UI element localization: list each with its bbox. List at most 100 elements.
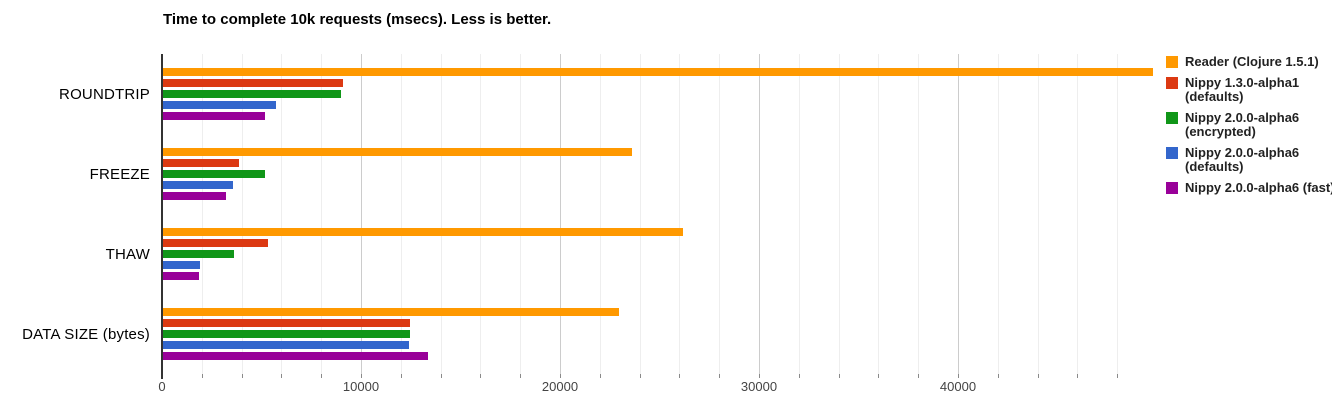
bar[interactable]	[163, 90, 342, 98]
x-axis-tick	[400, 374, 402, 378]
legend-item: Nippy 2.0.0-alpha6 (defaults)	[1166, 146, 1332, 174]
x-axis-tick	[1077, 374, 1079, 378]
x-axis-tick	[560, 374, 561, 378]
category-label: THAW	[105, 245, 150, 263]
bar[interactable]	[163, 148, 632, 156]
minor-gridline	[838, 54, 840, 374]
x-axis-tick	[759, 374, 760, 378]
minor-gridline	[281, 54, 283, 374]
bar[interactable]	[163, 112, 266, 120]
minor-gridline	[520, 54, 522, 374]
legend-item: Nippy 1.3.0-alpha1 (defaults)	[1166, 76, 1332, 104]
bar-group-freeze	[163, 134, 1158, 214]
legend: Reader (Clojure 1.5.1) Nippy 1.3.0-alpha1…	[1166, 55, 1332, 202]
minor-gridline	[440, 54, 442, 374]
bar[interactable]	[163, 330, 410, 338]
legend-swatch	[1166, 112, 1178, 124]
minor-gridline	[639, 54, 641, 374]
bar[interactable]	[163, 228, 684, 236]
legend-label: Nippy 1.3.0-alpha1 (defaults)	[1185, 75, 1300, 104]
bar[interactable]	[163, 341, 409, 349]
x-axis-tick-label: 40000	[939, 379, 977, 394]
major-gridline	[361, 54, 362, 374]
x-axis-tick-label: 30000	[740, 379, 778, 394]
minor-gridline	[997, 54, 999, 374]
minor-gridline	[201, 54, 203, 374]
bar[interactable]	[163, 261, 201, 269]
x-axis-tick	[918, 374, 920, 378]
minor-gridline	[400, 54, 402, 374]
bar[interactable]	[163, 192, 227, 200]
x-axis-tick	[838, 374, 840, 378]
category-label: ROUNDTRIP	[59, 85, 150, 103]
minor-gridline	[878, 54, 880, 374]
minor-gridline	[918, 54, 920, 374]
minor-gridline	[1037, 54, 1039, 374]
x-axis-tick	[679, 374, 681, 378]
category-label: FREEZE	[89, 165, 150, 183]
x-axis-tick	[281, 374, 283, 378]
x-axis-tick	[1117, 374, 1119, 378]
x-axis-tick-label: 20000	[541, 379, 579, 394]
x-axis-tick	[361, 374, 362, 378]
chart-title: Time to complete 10k requests (msecs). L…	[163, 11, 552, 28]
category-label: DATA SIZE (bytes)	[22, 325, 150, 343]
bar[interactable]	[163, 239, 269, 247]
bar-group-data-size-bytes	[163, 294, 1158, 374]
legend-item: Reader (Clojure 1.5.1)	[1166, 55, 1332, 69]
legend-item: Nippy 2.0.0-alpha6 (fast)	[1166, 181, 1332, 195]
x-axis-tick	[719, 374, 721, 378]
x-axis-tick	[878, 374, 880, 378]
bar[interactable]	[163, 159, 239, 167]
minor-gridline	[1077, 54, 1079, 374]
x-axis: 0 10000 20000 30000 40000	[158, 379, 1157, 397]
legend-swatch	[1166, 77, 1178, 89]
minor-gridline	[480, 54, 482, 374]
plot-area	[161, 54, 1158, 379]
bar[interactable]	[163, 250, 235, 258]
x-axis-tick	[321, 374, 323, 378]
bar-group-thaw	[163, 214, 1158, 294]
y-axis-line	[161, 54, 163, 379]
x-axis-tick-label: 10000	[342, 379, 380, 394]
minor-gridline	[719, 54, 721, 374]
legend-item: Nippy 2.0.0-alpha6 (encrypted)	[1166, 111, 1332, 139]
major-gridline	[759, 54, 760, 374]
bar[interactable]	[163, 272, 200, 280]
minor-gridline	[798, 54, 800, 374]
x-axis-tick	[241, 374, 243, 378]
bar-group-roundtrip	[163, 54, 1158, 134]
bar[interactable]	[163, 181, 234, 189]
x-axis-tick	[798, 374, 800, 378]
legend-label: Nippy 2.0.0-alpha6 (defaults)	[1185, 145, 1300, 174]
bar[interactable]	[163, 308, 619, 316]
legend-label: Nippy 2.0.0-alpha6 (encrypted)	[1185, 110, 1300, 139]
major-gridline	[560, 54, 561, 374]
minor-gridline	[241, 54, 243, 374]
x-axis-tick	[997, 374, 999, 378]
major-gridline	[958, 54, 959, 374]
x-axis-tick	[440, 374, 442, 378]
minor-gridline	[599, 54, 601, 374]
x-axis-tick	[599, 374, 601, 378]
x-axis-tick	[480, 374, 482, 378]
x-axis-tick	[520, 374, 522, 378]
minor-gridline	[679, 54, 681, 374]
category-axis: ROUNDTRIP FREEZE THAW DATA SIZE (bytes)	[0, 54, 150, 374]
minor-gridline	[1117, 54, 1119, 374]
minor-gridline	[321, 54, 323, 374]
bar[interactable]	[163, 79, 343, 87]
legend-label: Nippy 2.0.0-alpha6 (fast)	[1185, 180, 1332, 195]
bar[interactable]	[163, 101, 277, 109]
x-axis-tick	[201, 374, 203, 378]
x-axis-tick	[639, 374, 641, 378]
bar[interactable]	[163, 170, 266, 178]
legend-swatch	[1166, 147, 1178, 159]
x-axis-tick	[1037, 374, 1039, 378]
legend-swatch	[1166, 182, 1178, 194]
x-axis-tick	[958, 374, 959, 378]
bar[interactable]	[163, 319, 410, 327]
bar[interactable]	[163, 352, 428, 360]
bar[interactable]	[163, 68, 1154, 76]
